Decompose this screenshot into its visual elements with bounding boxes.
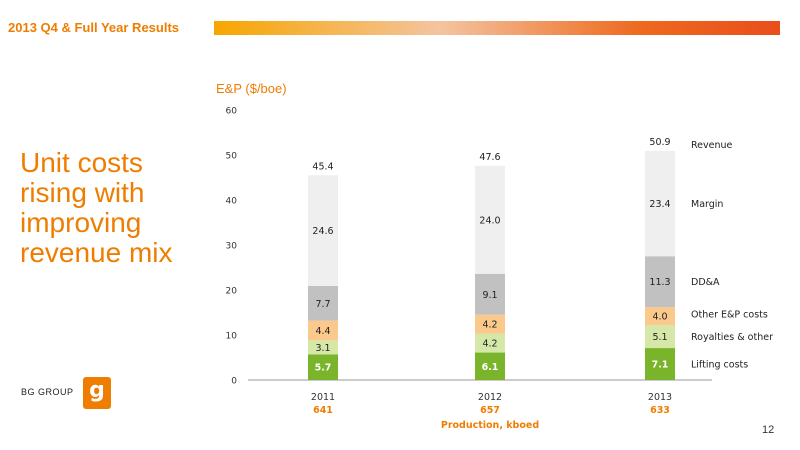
- bar-total-label: 47.6: [479, 152, 500, 163]
- header-title: 2013 Q4 & Full Year Results: [8, 20, 180, 35]
- headline-line: revenue mix: [20, 237, 173, 268]
- bar-segment-label: 5.7: [315, 363, 332, 374]
- bar-segment-label: 4.2: [482, 320, 497, 331]
- legend-label: Royalties & other: [691, 332, 773, 343]
- production-value: 657: [480, 405, 500, 416]
- bar-segment-label: 5.1: [652, 332, 667, 343]
- bar-segment-label: 24.6: [312, 226, 333, 237]
- bar-segment-label: 24.0: [479, 215, 500, 226]
- bg-logo-icon: g: [83, 377, 111, 409]
- bar-segment: [308, 320, 338, 341]
- headline-line: rising with: [20, 177, 145, 208]
- bar-total-label: 50.9: [649, 137, 670, 148]
- page-number: 12: [762, 424, 775, 436]
- bar-segment-label: 6.1: [482, 362, 499, 373]
- headline: Unit costs rising with improving revenue…: [20, 148, 173, 268]
- bar-segment: [308, 175, 338, 286]
- bar-total-label: 45.4: [312, 161, 333, 172]
- bar-segment-label: 3.1: [315, 343, 330, 354]
- y-tick-label: 30: [226, 242, 238, 252]
- headline-line: Unit costs: [20, 147, 143, 178]
- y-tick-label: 0: [231, 377, 237, 387]
- bar-segment-label: 7.7: [315, 299, 330, 310]
- brand-name: BG GROUP: [21, 387, 74, 397]
- y-tick-label: 20: [226, 287, 238, 297]
- bar-segment: [308, 285, 338, 321]
- y-axis-label: E&P ($/boe): [216, 81, 287, 96]
- bar-segment: [645, 307, 675, 326]
- x-tick-label: 2011: [311, 392, 335, 403]
- bar-segment: [645, 348, 675, 380]
- production-value: 633: [650, 405, 670, 416]
- x-tick-label: 2012: [478, 392, 502, 403]
- bar-segment: [645, 256, 675, 308]
- bar-segment: [308, 340, 338, 355]
- bar-segment-label: 7.1: [652, 360, 669, 371]
- header-gradient-bar: [214, 21, 780, 35]
- bar-segment-label: 4.2: [482, 339, 497, 350]
- production-value: 641: [313, 405, 333, 416]
- bar-segment: [475, 352, 505, 380]
- bar-segment: [475, 165, 505, 274]
- header-banner: 2013 Q4 & Full Year Results: [0, 17, 800, 40]
- bar-segment: [475, 273, 505, 315]
- bar-segment-label: 11.3: [649, 277, 670, 288]
- legend-label: Lifting costs: [691, 360, 748, 371]
- headline-line: improving: [20, 207, 142, 238]
- bar-segment-label: 9.1: [482, 290, 497, 301]
- y-tick-label: 50: [226, 152, 238, 162]
- legend-label: Margin: [691, 199, 723, 210]
- legend-label: DD&A: [691, 277, 720, 288]
- legend-label: Other E&P costs: [691, 310, 768, 321]
- bar-segment-label: 4.0: [652, 312, 667, 323]
- y-tick-label: 40: [226, 197, 238, 207]
- bar-segment: [475, 314, 505, 334]
- legend-label: Revenue: [691, 140, 733, 151]
- x-tick-label: 2013: [648, 392, 672, 403]
- y-tick-label: 60: [226, 107, 238, 117]
- y-tick-label: 10: [226, 332, 238, 342]
- bar-segment-label: 23.4: [649, 199, 670, 210]
- x-axis-label: Production, kboed: [441, 420, 539, 431]
- bar-segment: [308, 354, 338, 380]
- bar-segment-label: 4.4: [315, 326, 330, 337]
- bar-segment: [475, 333, 505, 353]
- bar-segment: [645, 150, 675, 257]
- bar-segment: [645, 325, 675, 349]
